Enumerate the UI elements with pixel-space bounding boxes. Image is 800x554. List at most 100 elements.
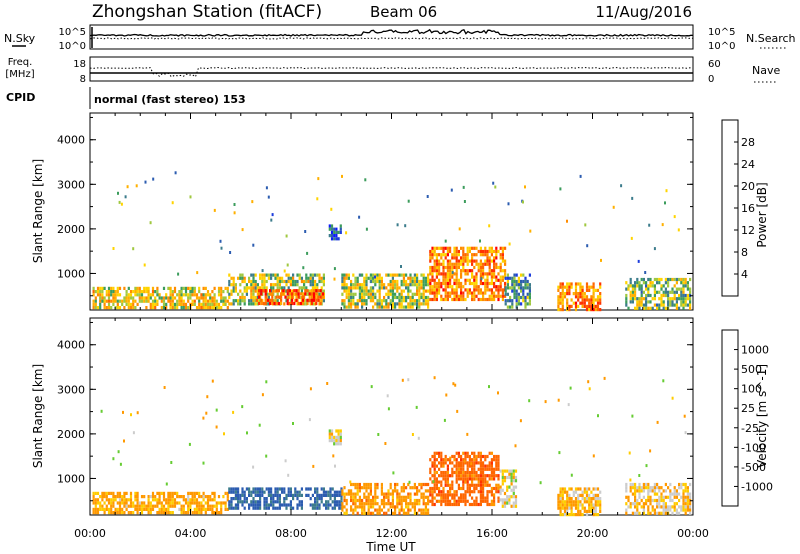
- scatter-cell: [330, 207, 333, 211]
- scatter-cell: [365, 289, 368, 293]
- scatter-cell: [451, 275, 454, 279]
- scatter-cell: [350, 505, 353, 509]
- scatter-cell: [112, 286, 115, 290]
- scatter-cell: [680, 495, 683, 499]
- scatter-cell: [140, 290, 144, 294]
- scatter-cell: [184, 293, 188, 297]
- scatter-cell: [638, 495, 641, 499]
- scatter-cell: [449, 275, 452, 279]
- scatter-cell: [689, 290, 692, 294]
- scatter-cell: [358, 283, 361, 287]
- scatter-cell: [320, 500, 323, 504]
- scatter-cell: [455, 262, 458, 266]
- scatter-cell: [149, 221, 152, 225]
- scatter-cell: [409, 302, 412, 306]
- scatter-cell: [250, 490, 253, 494]
- scatter-cell: [374, 273, 377, 277]
- scatter-cell: [675, 277, 678, 282]
- scatter-cell: [202, 293, 205, 297]
- scatter-cell: [209, 504, 212, 508]
- scatter-cell: [377, 433, 380, 436]
- colorbar-tick-label: 500: [741, 363, 762, 376]
- scatter-cell: [457, 253, 460, 257]
- scatter-cell: [642, 489, 645, 493]
- scatter-cell: [367, 289, 370, 293]
- scatter-cell: [631, 287, 634, 291]
- scatter-cell: [559, 500, 562, 504]
- colorbar-tick-label: -500: [741, 461, 766, 474]
- scatter-cell: [367, 276, 370, 280]
- scatter-cell: [660, 492, 663, 496]
- scatter-cell: [322, 493, 325, 497]
- scatter-cell: [369, 276, 372, 280]
- scatter-cell: [407, 378, 410, 382]
- scatter-cell: [361, 295, 364, 300]
- scatter-cell: [234, 506, 237, 510]
- scatter-cell: [387, 289, 390, 293]
- scatter-cell: [501, 479, 504, 483]
- scatter-cell: [512, 485, 515, 489]
- scatter-cell: [504, 276, 507, 280]
- scatter-cell: [99, 306, 102, 310]
- scatter-cell: [640, 290, 643, 294]
- scatter-cell: [114, 299, 117, 303]
- scatter-cell: [431, 275, 434, 279]
- scatter-cell: [510, 475, 513, 480]
- scatter-cell: [486, 490, 489, 494]
- scatter-cell: [585, 282, 589, 286]
- scatter-cell: [180, 293, 183, 297]
- scatter-cell: [136, 495, 139, 499]
- scatter-cell: [277, 289, 280, 293]
- scatter-cell: [416, 492, 419, 496]
- scatter-cell: [561, 308, 564, 312]
- scatter-cell: [347, 489, 350, 493]
- scatter-cell: [413, 279, 416, 284]
- scatter-cell: [429, 259, 432, 263]
- scatter-cell: [495, 249, 498, 254]
- scatter-cell: [501, 498, 504, 502]
- scatter-cell: [501, 291, 504, 295]
- scatter-cell: [411, 502, 414, 506]
- scatter-cell: [287, 493, 290, 497]
- scatter-cell: [630, 236, 633, 240]
- scatter-cell: [473, 246, 476, 250]
- scatter-cell: [457, 259, 460, 263]
- scatter-cell: [129, 306, 133, 310]
- scatter-cell: [292, 497, 295, 501]
- scatter-cell: [629, 478, 632, 482]
- scatter-cell: [471, 496, 474, 500]
- scatter-cell: [313, 295, 316, 299]
- power-colorbar-label: Power [dB]: [755, 182, 769, 247]
- scatter-cell: [490, 275, 493, 279]
- scatter-cell: [435, 294, 438, 298]
- scatter-cell: [391, 305, 394, 309]
- scatter-cell: [363, 299, 366, 303]
- scatter-cell: [625, 495, 628, 499]
- scatter-cell: [473, 474, 476, 478]
- scatter-cell: [296, 279, 299, 284]
- scatter-cell: [402, 299, 405, 303]
- scatter-cell: [678, 486, 681, 490]
- scatter-cell: [169, 299, 172, 303]
- scatter-cell: [184, 498, 188, 502]
- scatter-cell: [464, 272, 467, 276]
- scatter-cell: [442, 470, 445, 475]
- scatter-cell: [171, 495, 174, 499]
- scatter-cell: [464, 278, 467, 282]
- scatter-cell: [435, 483, 438, 487]
- scatter-cell: [383, 283, 386, 287]
- scatter-cell: [407, 492, 410, 496]
- scatter-cell: [667, 297, 670, 301]
- scatter-cell: [413, 292, 416, 296]
- scatter-cell: [577, 295, 580, 299]
- scatter-cell: [486, 499, 489, 503]
- scatter-cell: [513, 279, 516, 284]
- scatter-cell: [259, 286, 262, 290]
- scatter-cell: [662, 502, 665, 506]
- scatter-cell: [574, 500, 578, 504]
- scatter-cell: [103, 495, 106, 499]
- scatter-cell: [316, 493, 319, 497]
- scatter-cell: [254, 286, 257, 290]
- scatter-cell: [407, 292, 410, 296]
- scatter-cell: [195, 504, 199, 508]
